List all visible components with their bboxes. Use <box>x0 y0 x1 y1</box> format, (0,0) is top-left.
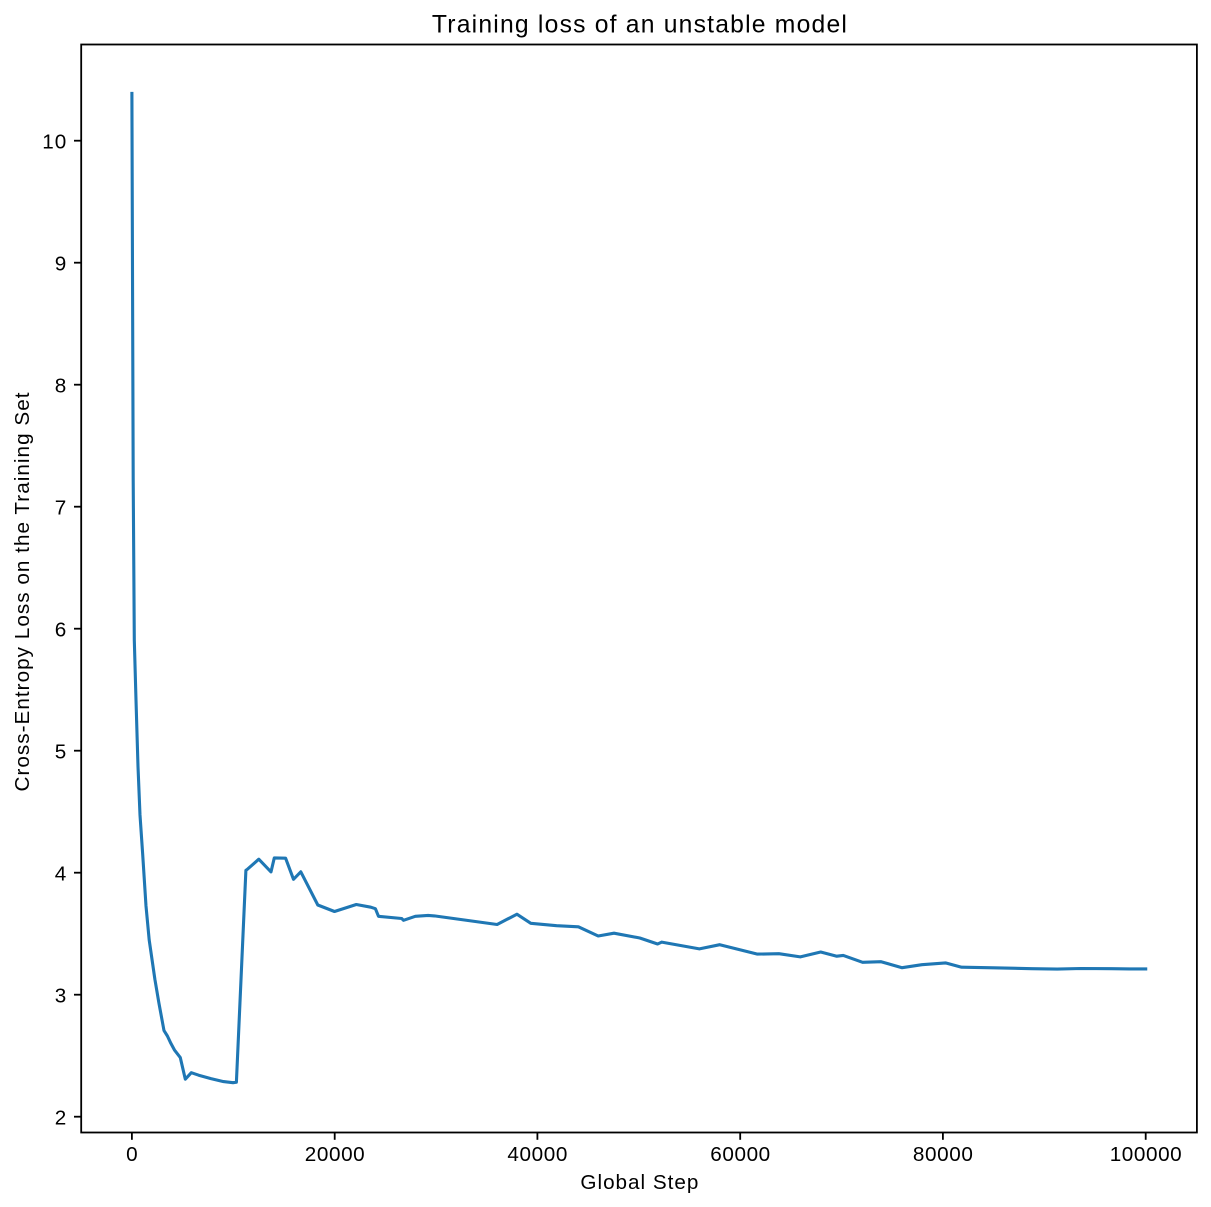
svg-text:60000: 60000 <box>710 1143 770 1166</box>
svg-text:5: 5 <box>55 741 67 764</box>
svg-text:6: 6 <box>55 619 67 642</box>
svg-text:3: 3 <box>55 985 67 1008</box>
svg-text:4: 4 <box>55 863 67 886</box>
svg-text:10: 10 <box>42 131 66 154</box>
svg-text:2: 2 <box>55 1107 67 1130</box>
svg-text:9: 9 <box>55 253 67 276</box>
svg-text:40000: 40000 <box>507 1143 567 1166</box>
svg-text:Global Step: Global Step <box>580 1171 698 1194</box>
svg-text:Training loss of an unstable m: Training loss of an unstable model <box>432 12 847 39</box>
svg-text:20000: 20000 <box>305 1143 365 1166</box>
svg-text:7: 7 <box>55 497 67 520</box>
svg-text:80000: 80000 <box>913 1143 973 1166</box>
svg-text:Cross-Entropy Loss on the Trai: Cross-Entropy Loss on the Training Set <box>11 392 34 791</box>
svg-text:8: 8 <box>55 375 67 398</box>
svg-text:100000: 100000 <box>1110 1143 1182 1166</box>
svg-text:0: 0 <box>126 1143 138 1166</box>
